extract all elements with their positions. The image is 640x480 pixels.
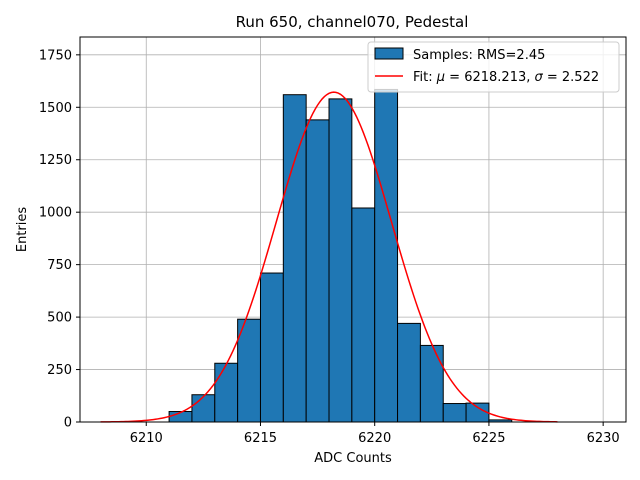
y-tick-label: 0: [64, 416, 72, 431]
legend-fit-sigma-text: = 2.522: [543, 70, 599, 85]
histogram-bar: [397, 322, 421, 423]
legend-fit-sigma-symbol: σ: [535, 70, 544, 85]
histogram-bar: [419, 344, 444, 423]
y-tick-label: 250: [47, 363, 72, 378]
y-tick-label: 500: [47, 311, 72, 326]
y-tick-label: 1500: [39, 101, 72, 116]
legend-fit-mu-symbol: μ: [436, 70, 445, 85]
y-tick-label: 750: [47, 258, 72, 273]
histogram-bar: [351, 207, 376, 423]
x-tick-label: 6220: [358, 431, 391, 446]
x-axis-title: ADC Counts: [314, 451, 392, 466]
axis-ticks: 6210 6215 6220 6225 6230 0 250 500 750 1000 1250 15…: [39, 48, 620, 446]
x-tick-label: 6210: [130, 431, 163, 446]
plot-frame: [79, 36, 627, 423]
legend-box: [367, 41, 620, 93]
legend-fit-mu-text: = 6218.213,: [445, 70, 534, 85]
legend-histogram-label: Samples: RMS=2.45: [413, 48, 545, 63]
legend-fit-label: Fit: μ = 6218.213, σ = 2.522: [413, 70, 599, 85]
histogram-bar: [305, 119, 330, 423]
fit-curve: [100, 91, 558, 423]
legend: Samples: RMS=2.45 Fit: μ = 6218.213, σ =…: [367, 41, 620, 93]
histogram-bar: [214, 362, 239, 423]
histogram-bar: [282, 94, 307, 423]
histogram-bar: [465, 402, 490, 423]
y-tick-label: 1750: [39, 48, 72, 63]
legend-fit-prefix: Fit:: [413, 70, 437, 85]
x-tick-label: 6225: [472, 431, 505, 446]
chart-title: Run 650, channel070, Pedestal: [236, 13, 469, 31]
histogram-bar: [191, 394, 216, 423]
legend-histogram-swatch: [374, 47, 404, 60]
histogram-bar: [442, 403, 467, 423]
y-axis-title: Entries: [15, 207, 30, 253]
x-tick-label: 6215: [244, 431, 277, 446]
histogram-bar: [237, 318, 261, 423]
histogram-bar: [259, 272, 284, 423]
y-tick-label: 1250: [39, 153, 72, 168]
histogram-bar: [374, 88, 399, 423]
x-tick-label: 6230: [587, 431, 620, 446]
y-tick-label: 1000: [39, 206, 72, 221]
histogram-bar: [328, 98, 353, 423]
